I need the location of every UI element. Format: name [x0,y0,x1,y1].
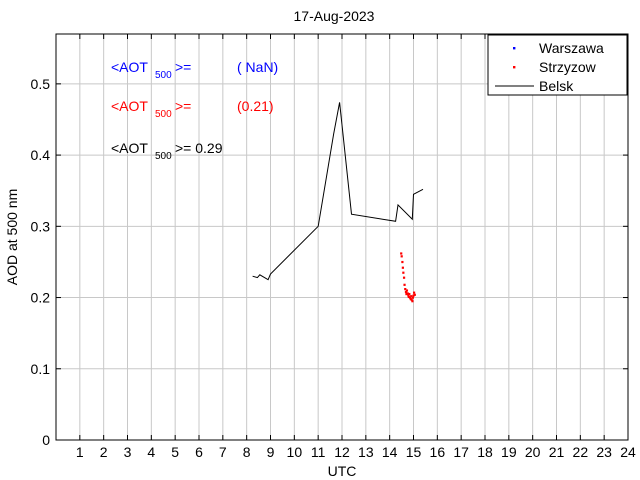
data-point-strzyzow [412,291,416,294]
legend: Warszawa Strzyzow Belsk [487,34,628,96]
series-layer [252,102,424,303]
legend-label-belsk: Belsk [539,78,574,94]
y-tick-label: 0.5 [31,76,51,92]
data-point-strzyzow [410,295,413,298]
data-point-strzyzow [404,287,407,291]
y-tick-label: 0.1 [31,361,51,377]
y-tick-label: 0.2 [31,290,51,306]
y-tick-label: 0 [42,432,50,448]
x-tick-label: 6 [195,444,203,460]
legend-marker-strzyzow [513,66,516,69]
aot-value: (0.21) [237,98,274,114]
x-tick-label: 22 [573,444,589,460]
x-tick-label: 4 [147,444,155,460]
x-tick-label: 1 [76,444,84,460]
x-tick-label: 2 [100,444,108,460]
data-point-strzyzow [405,289,409,292]
x-tick-label: 21 [549,444,565,460]
x-tick-label: 8 [243,444,251,460]
legend-label-warszawa: Warszawa [539,40,604,56]
data-point-strzyzow [400,255,403,258]
x-tick-label: 14 [382,444,398,460]
legend-box [487,34,628,96]
aot-equals: >= [175,98,191,114]
aot-subscript: 500 [155,151,172,162]
x-tick-label: 11 [311,444,326,460]
x-axis-label: UTC [328,463,357,479]
aot-label: <AOT [111,140,148,156]
legend-label-strzyzow: Strzyzow [539,59,597,75]
x-tick-label: 20 [525,444,541,460]
legend-marker-warszawa [513,47,516,50]
x-tick-label: 9 [267,444,275,460]
x-tick-label: 5 [171,444,179,460]
data-point-strzyzow [403,283,406,286]
y-tick-label: 0.3 [31,218,51,234]
aot-equals: >= [175,59,191,75]
y-tick-labels: 0 0.1 0.2 0.3 0.4 0.5 [31,76,51,448]
data-point-strzyzow [411,296,414,299]
data-point-strzyzow [410,298,413,301]
data-point-strzyzow [413,293,416,296]
x-tick-label: 15 [406,444,422,460]
data-point-strzyzow [407,294,410,297]
x-tick-label: 13 [358,444,374,460]
aot-label: <AOT [111,59,148,75]
aot-subscript: 500 [155,109,172,120]
aot-label: <AOT [111,98,148,114]
data-point-strzyzow [405,292,408,296]
data-point-strzyzow [408,296,412,299]
x-tick-label: 12 [334,444,350,460]
x-tick-label: 17 [453,444,469,460]
data-point-strzyzow [401,266,404,269]
aot-equals: >= 0.29 [175,140,223,156]
x-tick-label: 16 [430,444,446,460]
data-point-strzyzow [401,260,404,264]
series-line-belsk [252,102,424,281]
data-point-strzyzow [411,300,414,303]
grid-lines [56,34,629,440]
x-tick-label: 23 [596,444,612,460]
y-axis-label: AOD at 500 nm [4,189,20,286]
x-tick-label: 18 [477,444,493,460]
data-point-strzyzow [406,292,409,295]
x-tick-label: 24 [620,444,636,460]
data-point-strzyzow [402,271,405,274]
y-tick-label: 0.4 [31,147,51,163]
x-tick-label: 3 [124,444,132,460]
x-tick-labels: 1 2 3 4 5 6 7 8 9 10 11 12 13 14 15 16 17 18 19 20 21 22 23 24 [76,444,636,460]
data-point-strzyzow [408,292,411,296]
data-point-strzyzow [400,252,403,255]
data-point-strzyzow [407,295,410,299]
x-tick-label: 19 [501,444,517,460]
chart-title: 17-Aug-2023 [294,8,375,24]
x-tick-label: 7 [219,444,227,460]
data-point-strzyzow [412,294,415,297]
data-point-strzyzow [402,276,406,279]
aot-value: ( NaN) [237,59,278,75]
data-point-strzyzow [404,290,408,294]
x-tick-label: 10 [287,444,303,460]
aot-subscript: 500 [155,70,172,81]
